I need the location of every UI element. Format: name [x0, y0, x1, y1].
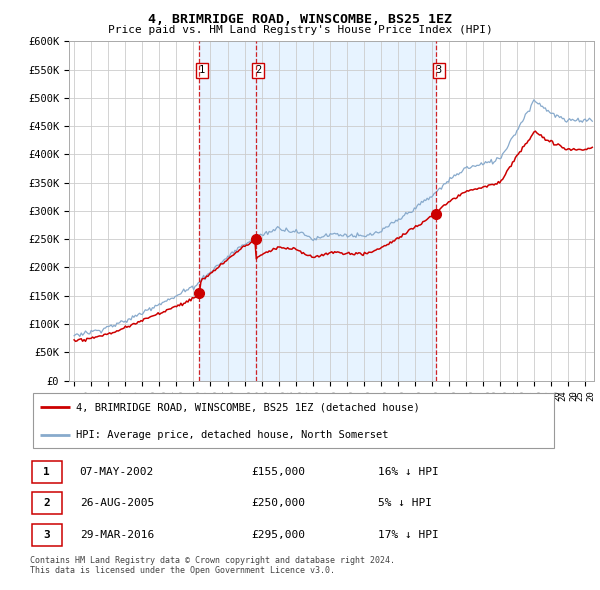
Text: HPI: Average price, detached house, North Somerset: HPI: Average price, detached house, Nort… — [76, 430, 389, 440]
FancyBboxPatch shape — [32, 492, 62, 514]
Text: 3: 3 — [43, 530, 50, 540]
Bar — [199, 41, 256, 381]
Text: 4, BRIMRIDGE ROAD, WINSCOMBE, BS25 1EZ: 4, BRIMRIDGE ROAD, WINSCOMBE, BS25 1EZ — [148, 13, 452, 26]
Text: 26-AUG-2005: 26-AUG-2005 — [80, 498, 154, 508]
Text: 1: 1 — [43, 467, 50, 477]
Text: 2: 2 — [43, 498, 50, 508]
Text: 07-MAY-2002: 07-MAY-2002 — [80, 467, 154, 477]
FancyBboxPatch shape — [32, 461, 62, 483]
Text: 1: 1 — [199, 65, 205, 75]
Text: 16% ↓ HPI: 16% ↓ HPI — [378, 467, 439, 477]
Text: 5% ↓ HPI: 5% ↓ HPI — [378, 498, 432, 508]
Text: 17% ↓ HPI: 17% ↓ HPI — [378, 530, 439, 540]
Text: Price paid vs. HM Land Registry's House Price Index (HPI): Price paid vs. HM Land Registry's House … — [107, 25, 493, 35]
Text: 2: 2 — [255, 65, 262, 75]
FancyBboxPatch shape — [32, 525, 62, 546]
Bar — [256, 41, 436, 381]
Text: 3: 3 — [436, 65, 442, 75]
Text: 4, BRIMRIDGE ROAD, WINSCOMBE, BS25 1EZ (detached house): 4, BRIMRIDGE ROAD, WINSCOMBE, BS25 1EZ (… — [76, 402, 420, 412]
Text: £295,000: £295,000 — [251, 530, 305, 540]
Text: Contains HM Land Registry data © Crown copyright and database right 2024.
This d: Contains HM Land Registry data © Crown c… — [30, 556, 395, 575]
Text: £250,000: £250,000 — [251, 498, 305, 508]
Text: £155,000: £155,000 — [251, 467, 305, 477]
FancyBboxPatch shape — [32, 394, 554, 448]
Text: 29-MAR-2016: 29-MAR-2016 — [80, 530, 154, 540]
